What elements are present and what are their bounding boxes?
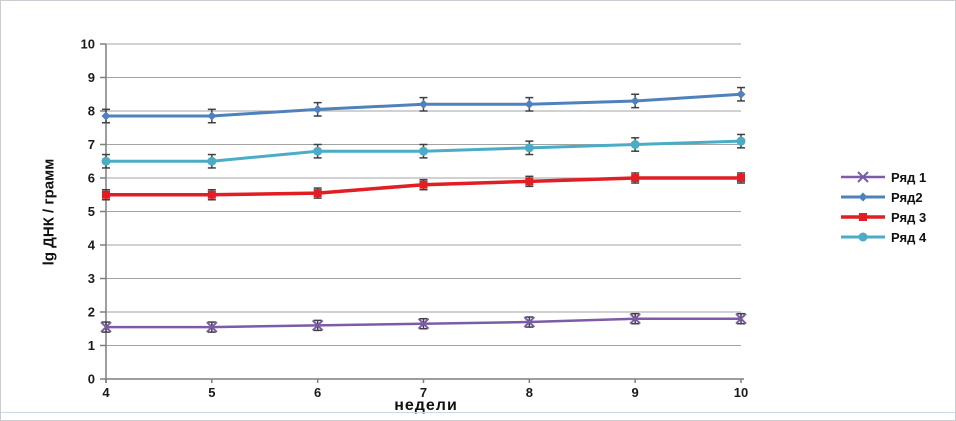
data-point-marker bbox=[525, 177, 534, 186]
x-tick-label: 4 bbox=[102, 385, 110, 400]
y-tick-label: 2 bbox=[88, 305, 95, 320]
legend-item-series-3: Ряд 3 bbox=[840, 209, 927, 225]
data-point-marker bbox=[523, 316, 536, 328]
legend-label-series-3: Ряд 3 bbox=[891, 209, 927, 225]
legend-marker-series-3-icon bbox=[841, 213, 885, 221]
x-axis-title: недели bbox=[394, 397, 458, 414]
data-point-marker bbox=[631, 174, 640, 182]
data-point-marker bbox=[311, 319, 324, 332]
y-tick-label: 7 bbox=[88, 137, 95, 152]
data-point-marker bbox=[736, 136, 746, 146]
data-point-marker bbox=[630, 140, 640, 149]
data-point-marker bbox=[102, 190, 110, 199]
legend-item-series-2: Ряд2 bbox=[840, 189, 926, 205]
x-tick-label: 5 bbox=[208, 385, 215, 400]
data-point-marker bbox=[313, 189, 322, 198]
data-point-marker bbox=[101, 111, 111, 121]
y-tick-label: 5 bbox=[88, 204, 95, 219]
x-tick-label: 7 bbox=[420, 385, 427, 400]
data-point-marker bbox=[859, 213, 867, 221]
x-tick-label: 10 bbox=[734, 385, 748, 400]
legend-item-series-4: Ряд 4 bbox=[840, 229, 927, 245]
data-point-marker bbox=[419, 99, 428, 109]
y-tick-label: 4 bbox=[88, 238, 96, 253]
x-tick-label: 9 bbox=[632, 385, 639, 400]
data-point-marker bbox=[313, 146, 323, 156]
data-point-marker bbox=[101, 156, 111, 166]
legend-marker-series-4-icon bbox=[841, 232, 885, 242]
legend-marker-series-2-icon bbox=[841, 192, 885, 202]
y-tick-label: 10 bbox=[81, 37, 95, 52]
data-point-marker bbox=[207, 190, 216, 199]
y-tick-label: 1 bbox=[88, 338, 95, 353]
y-tick-label: 6 bbox=[88, 171, 95, 186]
data-point-marker bbox=[100, 321, 112, 333]
data-point-marker bbox=[629, 312, 641, 325]
data-point-marker bbox=[417, 318, 430, 330]
y-axis-title: lg ДНК / грамм bbox=[40, 158, 58, 266]
data-point-marker bbox=[524, 99, 534, 109]
legend-label-series-2: Ряд2 bbox=[891, 189, 923, 205]
y-tick-label: 8 bbox=[88, 104, 95, 119]
y-tick-label: 3 bbox=[88, 271, 95, 286]
data-point-marker bbox=[630, 96, 640, 106]
chart-legend: Ряд 1 Ряд2 Ряд 3 Ряд 4 bbox=[840, 169, 927, 245]
x-tick-label: 6 bbox=[314, 385, 321, 400]
data-point-marker bbox=[858, 192, 868, 202]
data-point-marker bbox=[206, 321, 218, 333]
data-point-marker bbox=[419, 146, 428, 156]
page-bottom-divider bbox=[1, 412, 955, 413]
legend-marker-series-1-icon bbox=[841, 171, 885, 183]
data-point-marker bbox=[736, 89, 746, 99]
data-point-marker bbox=[207, 156, 217, 166]
legend-label-series-4: Ряд 4 bbox=[891, 229, 927, 245]
data-point-marker bbox=[735, 312, 747, 325]
data-point-marker bbox=[737, 174, 745, 182]
y-tick-label: 9 bbox=[88, 70, 95, 85]
data-point-marker bbox=[524, 143, 534, 153]
data-point-marker bbox=[419, 180, 428, 189]
y-tick-label: 0 bbox=[88, 372, 95, 387]
legend-item-series-1: Ряд 1 bbox=[840, 169, 927, 185]
data-point-marker bbox=[207, 111, 217, 121]
data-point-marker bbox=[857, 171, 869, 183]
data-point-marker bbox=[313, 104, 323, 114]
x-tick-label: 8 bbox=[526, 385, 533, 400]
legend-label-series-1: Ряд 1 bbox=[891, 169, 927, 185]
data-point-marker bbox=[858, 232, 868, 242]
